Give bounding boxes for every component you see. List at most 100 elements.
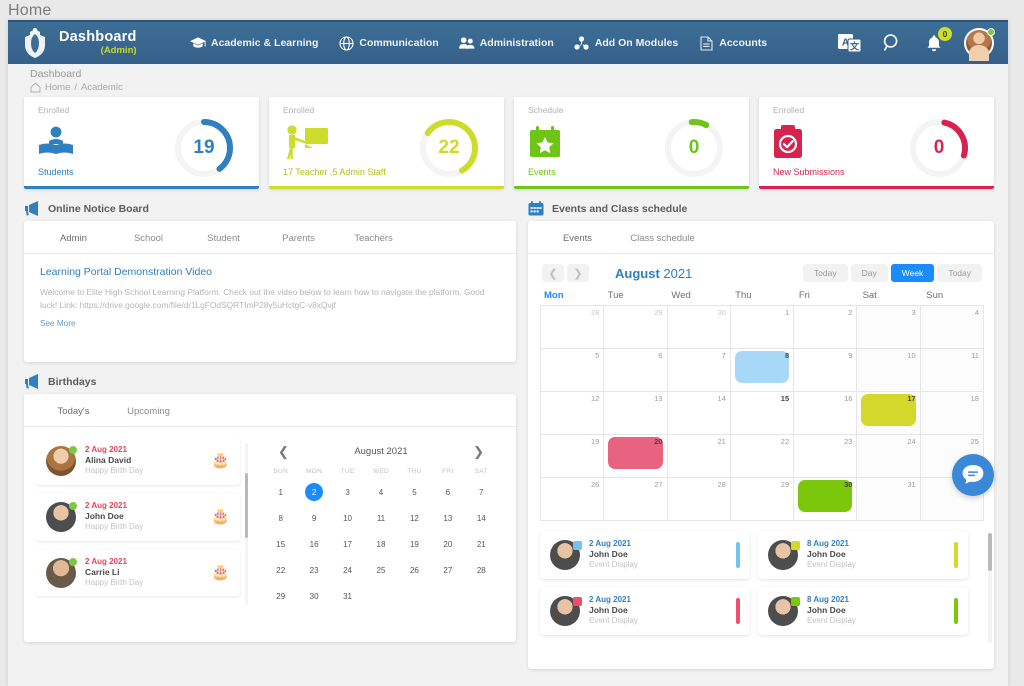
calendar-cell-30[interactable]: 30: [794, 478, 858, 521]
nav-item-accounts[interactable]: Accounts: [698, 35, 767, 51]
tab-admin[interactable]: Admin: [60, 233, 87, 244]
calendar-cell-9[interactable]: 9: [794, 349, 858, 392]
scrollbar[interactable]: [245, 443, 248, 605]
mini-day-18[interactable]: 18: [376, 539, 386, 549]
calendar-cell-29[interactable]: 29: [604, 306, 668, 349]
see-more-link[interactable]: See More: [40, 319, 76, 329]
calendar-cell-10[interactable]: 10: [857, 349, 921, 392]
mini-day-7[interactable]: 7: [479, 487, 484, 497]
mini-day-16[interactable]: 16: [309, 539, 319, 549]
mini-day-24[interactable]: 24: [343, 565, 353, 575]
calendar-cell-2[interactable]: 2: [794, 306, 858, 349]
nav-item-academic-learning[interactable]: Academic & Learning: [190, 35, 318, 51]
mini-day-17[interactable]: 17: [343, 539, 353, 549]
tab-events[interactable]: Events: [562, 233, 593, 244]
nav-item-administration[interactable]: Administration: [458, 35, 554, 51]
mini-day-3[interactable]: 3: [345, 487, 350, 497]
translate-icon[interactable]: A 文: [838, 31, 862, 55]
mini-day-5[interactable]: 5: [412, 487, 417, 497]
stat-card-staff[interactable]: Enrolled 17 Teacher ,5 Admin Staff 22: [269, 97, 504, 189]
mini-day-21[interactable]: 21: [476, 539, 486, 549]
calendar-event-block[interactable]: [734, 351, 790, 383]
mini-day-22[interactable]: 22: [276, 565, 286, 575]
view-day-button[interactable]: Day: [850, 264, 888, 282]
tab-upcoming[interactable]: Upcoming: [127, 406, 170, 417]
calendar-cell-13[interactable]: 13: [604, 392, 668, 435]
view-today-button[interactable]: Today: [802, 264, 848, 282]
notification-bell-icon[interactable]: 0: [922, 27, 952, 55]
stat-card-submissions[interactable]: Enrolled New Submissions 0: [759, 97, 994, 189]
tab-student[interactable]: Student: [207, 233, 240, 244]
calendar-event-block[interactable]: [861, 394, 916, 426]
calendar-cell-21[interactable]: 21: [667, 435, 731, 478]
list-item[interactable]: 2 Aug 2021 Carrie Li Happy Birth Day 🎂: [36, 548, 240, 597]
event-card[interactable]: 8 Aug 2021 John Doe Event Display: [758, 586, 968, 635]
mini-day-1[interactable]: 1: [278, 487, 283, 497]
calendar-cell-16[interactable]: 16: [794, 392, 858, 435]
brand[interactable]: Dashboard (Admin): [18, 26, 168, 60]
scrollbar[interactable]: [988, 533, 992, 643]
mini-day-4[interactable]: 4: [378, 487, 384, 497]
stat-card-events[interactable]: Schedule Events 0: [514, 97, 749, 189]
mini-day-13[interactable]: 13: [443, 513, 453, 523]
calendar-cell-3[interactable]: 3: [857, 306, 921, 349]
calendar-cell-8[interactable]: 8: [730, 349, 795, 392]
tab-teachers[interactable]: Teachers: [354, 233, 393, 244]
mini-day-6[interactable]: 6: [445, 487, 451, 497]
mini-day-27[interactable]: 27: [443, 565, 453, 575]
calendar-cell-11[interactable]: 11: [920, 349, 984, 392]
mini-day-20[interactable]: 20: [443, 539, 453, 549]
calendar-cell-5[interactable]: 5: [541, 349, 605, 392]
tab-class-schedule[interactable]: Class schedule: [630, 233, 695, 244]
chevron-left-icon[interactable]: ❮: [278, 444, 289, 459]
mini-day-28[interactable]: 28: [476, 565, 486, 575]
calendar-cell-17[interactable]: 17: [857, 392, 921, 435]
event-card[interactable]: 8 Aug 2021 John Doe Event Display: [758, 531, 968, 579]
mini-day-30[interactable]: 30: [309, 591, 319, 601]
mini-day-14[interactable]: 14: [476, 513, 486, 523]
calendar-cell-28[interactable]: 28: [667, 478, 731, 521]
event-card[interactable]: 2 Aug 2021 John Doe Event Display: [540, 531, 750, 579]
stat-card-students[interactable]: Enrolled Students 19: [24, 97, 259, 189]
mini-day-29[interactable]: 29: [276, 591, 286, 601]
mini-day-12[interactable]: 12: [409, 513, 419, 523]
view-week-button[interactable]: Week: [890, 264, 935, 282]
calendar-cell-12[interactable]: 12: [541, 392, 605, 435]
calendar-event-block[interactable]: [608, 437, 663, 469]
calendar-cell-7[interactable]: 7: [667, 349, 731, 392]
mini-day-15[interactable]: 15: [276, 539, 286, 549]
chevron-right-icon[interactable]: ❯: [473, 444, 484, 459]
calendar-cell-6[interactable]: 6: [604, 349, 668, 392]
tab-todays[interactable]: Today's: [57, 406, 90, 417]
calendar-cell-23[interactable]: 23: [794, 435, 858, 478]
mini-day-25[interactable]: 25: [376, 565, 386, 575]
calendar-event-block[interactable]: [798, 480, 853, 512]
calendar-cell-14[interactable]: 14: [667, 392, 731, 435]
calendar-cell-24[interactable]: 24: [857, 435, 921, 478]
calendar-cell-20[interactable]: 20: [604, 435, 668, 478]
mini-day-11[interactable]: 11: [376, 513, 386, 523]
mini-day-31[interactable]: 31: [343, 591, 353, 601]
chat-bubble-icon[interactable]: [952, 454, 994, 496]
calendar-cell-4[interactable]: 4: [920, 306, 984, 349]
calendar-cell-27[interactable]: 27: [604, 478, 668, 521]
calendar-cell-19[interactable]: 19: [541, 435, 605, 478]
breadcrumb-home[interactable]: Home: [45, 82, 71, 93]
tab-school[interactable]: School: [133, 233, 164, 244]
mini-day-2[interactable]: 2: [297, 483, 330, 501]
event-card[interactable]: 2 Aug 2021 John Doe Event Display: [540, 586, 750, 635]
mini-day-19[interactable]: 19: [409, 539, 419, 549]
chevron-left-icon[interactable]: ❮: [542, 264, 564, 282]
mini-day-9[interactable]: 9: [311, 513, 317, 523]
calendar-cell-22[interactable]: 22: [730, 435, 795, 478]
calendar-cell-31[interactable]: 31: [857, 478, 921, 521]
search-icon[interactable]: [880, 31, 904, 55]
view-today2-button[interactable]: Today: [937, 264, 982, 282]
calendar-cell-18[interactable]: 18: [920, 392, 984, 435]
nav-item-add-on-modules[interactable]: Add On Modules: [574, 35, 678, 51]
calendar-cell-26[interactable]: 26: [541, 478, 605, 521]
calendar-cell-15[interactable]: 15: [730, 392, 795, 435]
calendar-cell-30[interactable]: 30: [667, 306, 731, 349]
calendar-cell-29[interactable]: 29: [730, 478, 795, 521]
calendar-cell-1[interactable]: 1: [730, 306, 795, 349]
